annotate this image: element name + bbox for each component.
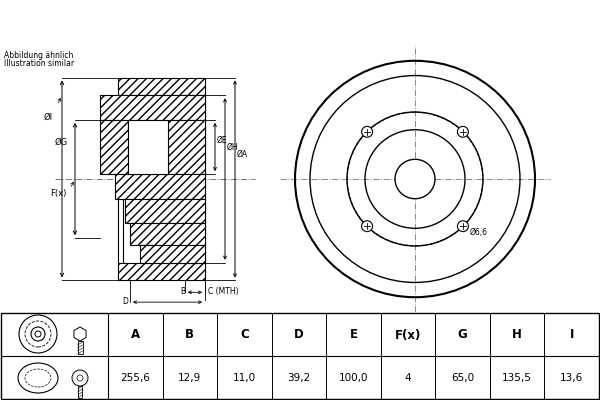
- Text: ØG: ØG: [55, 138, 68, 146]
- Text: F(x): F(x): [395, 328, 421, 342]
- Circle shape: [31, 327, 45, 341]
- Text: A: A: [131, 328, 140, 342]
- Text: C: C: [240, 328, 249, 342]
- Text: 11,0: 11,0: [233, 373, 256, 383]
- Circle shape: [25, 321, 51, 347]
- Text: Ø6,6: Ø6,6: [470, 228, 488, 237]
- Text: Abbildung ähnlich: Abbildung ähnlich: [4, 51, 73, 60]
- Text: 24.0113-0178.1    413178: 24.0113-0178.1 413178: [150, 13, 450, 33]
- Text: ØE: ØE: [217, 136, 227, 144]
- Circle shape: [19, 315, 57, 353]
- Text: C (MTH): C (MTH): [208, 287, 239, 296]
- Text: G: G: [458, 328, 467, 342]
- Polygon shape: [74, 327, 86, 341]
- Ellipse shape: [18, 363, 58, 393]
- Circle shape: [72, 370, 88, 386]
- Bar: [168, 120, 205, 174]
- Circle shape: [457, 221, 469, 232]
- Bar: [115, 174, 205, 199]
- Circle shape: [33, 373, 43, 383]
- Text: ØI: ØI: [44, 113, 53, 122]
- Bar: [77, 341, 83, 354]
- Text: 4: 4: [405, 373, 412, 383]
- Circle shape: [35, 331, 41, 337]
- Bar: [200, 95, 205, 263]
- Text: F(x): F(x): [50, 189, 67, 198]
- Bar: [130, 223, 205, 245]
- Circle shape: [395, 159, 435, 199]
- Text: B: B: [180, 287, 185, 296]
- Text: 135,5: 135,5: [502, 373, 532, 383]
- Text: I: I: [569, 328, 574, 342]
- Text: 13,6: 13,6: [560, 373, 583, 383]
- Text: D: D: [294, 328, 304, 342]
- Text: 12,9: 12,9: [178, 373, 202, 383]
- Ellipse shape: [25, 369, 51, 387]
- Text: ØH: ØH: [227, 142, 239, 152]
- Circle shape: [77, 375, 83, 381]
- Bar: [125, 199, 205, 223]
- Text: B: B: [185, 328, 194, 342]
- Bar: [128, 120, 168, 174]
- Bar: [78, 386, 82, 398]
- Text: 65,0: 65,0: [451, 373, 474, 383]
- Text: 255,6: 255,6: [121, 373, 150, 383]
- Text: E: E: [349, 328, 358, 342]
- Circle shape: [362, 221, 373, 232]
- Text: 39,2: 39,2: [287, 373, 311, 383]
- Bar: [100, 120, 128, 174]
- Bar: [118, 78, 205, 95]
- Bar: [100, 95, 205, 120]
- Bar: [118, 95, 123, 263]
- Text: ØA: ØA: [237, 149, 248, 158]
- Text: Illustration similar: Illustration similar: [4, 59, 74, 68]
- Bar: [118, 263, 205, 280]
- Text: 100,0: 100,0: [339, 373, 368, 383]
- Circle shape: [362, 126, 373, 137]
- Text: H: H: [512, 328, 522, 342]
- Circle shape: [457, 126, 469, 137]
- Text: D: D: [122, 297, 128, 306]
- Bar: [140, 245, 205, 263]
